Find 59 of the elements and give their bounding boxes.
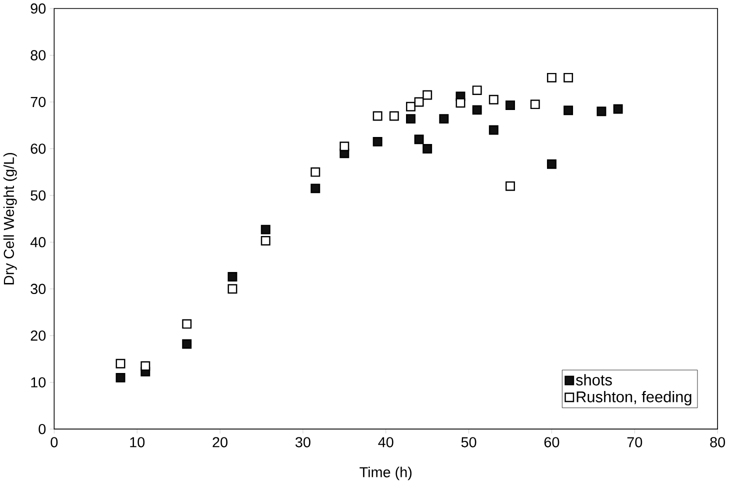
point: [389, 111, 399, 121]
point: [422, 90, 432, 100]
y-tick-label: 90: [30, 4, 46, 14]
point: [310, 184, 320, 194]
point: [546, 160, 556, 170]
point: [488, 125, 498, 135]
point: [506, 100, 515, 110]
y-tick-label: 40: [30, 237, 46, 248]
point: [422, 144, 432, 154]
point: [340, 142, 350, 152]
point: [472, 86, 482, 96]
point: [406, 102, 416, 112]
point: [228, 272, 238, 282]
point: [182, 319, 192, 329]
point: [439, 114, 449, 124]
x-tick-label: 0: [50, 437, 58, 448]
point: [414, 97, 424, 107]
point: [406, 114, 416, 124]
x-tick-label: 50: [461, 437, 476, 448]
point: [506, 182, 515, 192]
point: [260, 236, 270, 246]
y-tick-label: 50: [30, 190, 46, 201]
point: [116, 373, 126, 383]
point: [564, 73, 574, 83]
point: [310, 168, 320, 178]
point: [372, 137, 382, 147]
x-axis-title: Time (h): [360, 466, 412, 480]
point: [596, 106, 606, 116]
y-tick-label: 70: [30, 97, 46, 108]
point: [488, 95, 498, 105]
x-tick-label: 80: [710, 437, 726, 448]
point: [613, 104, 623, 114]
point: [414, 134, 424, 144]
point: [472, 105, 482, 115]
x-tick-label: 10: [130, 437, 145, 448]
point: [140, 361, 150, 371]
point: [564, 106, 574, 116]
point: [116, 359, 126, 369]
x-tick-label: 70: [627, 437, 642, 448]
point: [546, 73, 556, 83]
y-tick-label: 30: [30, 284, 46, 294]
x-tick-label: 40: [378, 437, 394, 448]
legend-label: shots: [576, 374, 612, 386]
y-tick-label: 60: [30, 144, 46, 154]
y-tick-label: 10: [31, 377, 46, 388]
point: [228, 284, 238, 294]
x-tick-label: 60: [544, 437, 560, 448]
y-tick-label: 80: [30, 50, 46, 61]
point: [260, 225, 270, 234]
x-tick-label: 30: [295, 437, 310, 448]
point: [530, 100, 540, 110]
x-tick-label: 20: [212, 437, 228, 448]
point: [372, 111, 382, 121]
legend-label: Rushton, feeding: [576, 391, 692, 406]
y-axis-title: Dry Cell Weight (g/L): [3, 153, 17, 285]
y-tick-label: 20: [30, 330, 46, 341]
point: [456, 98, 466, 108]
point: [182, 340, 192, 349]
y-tick-label: 0: [38, 424, 46, 434]
